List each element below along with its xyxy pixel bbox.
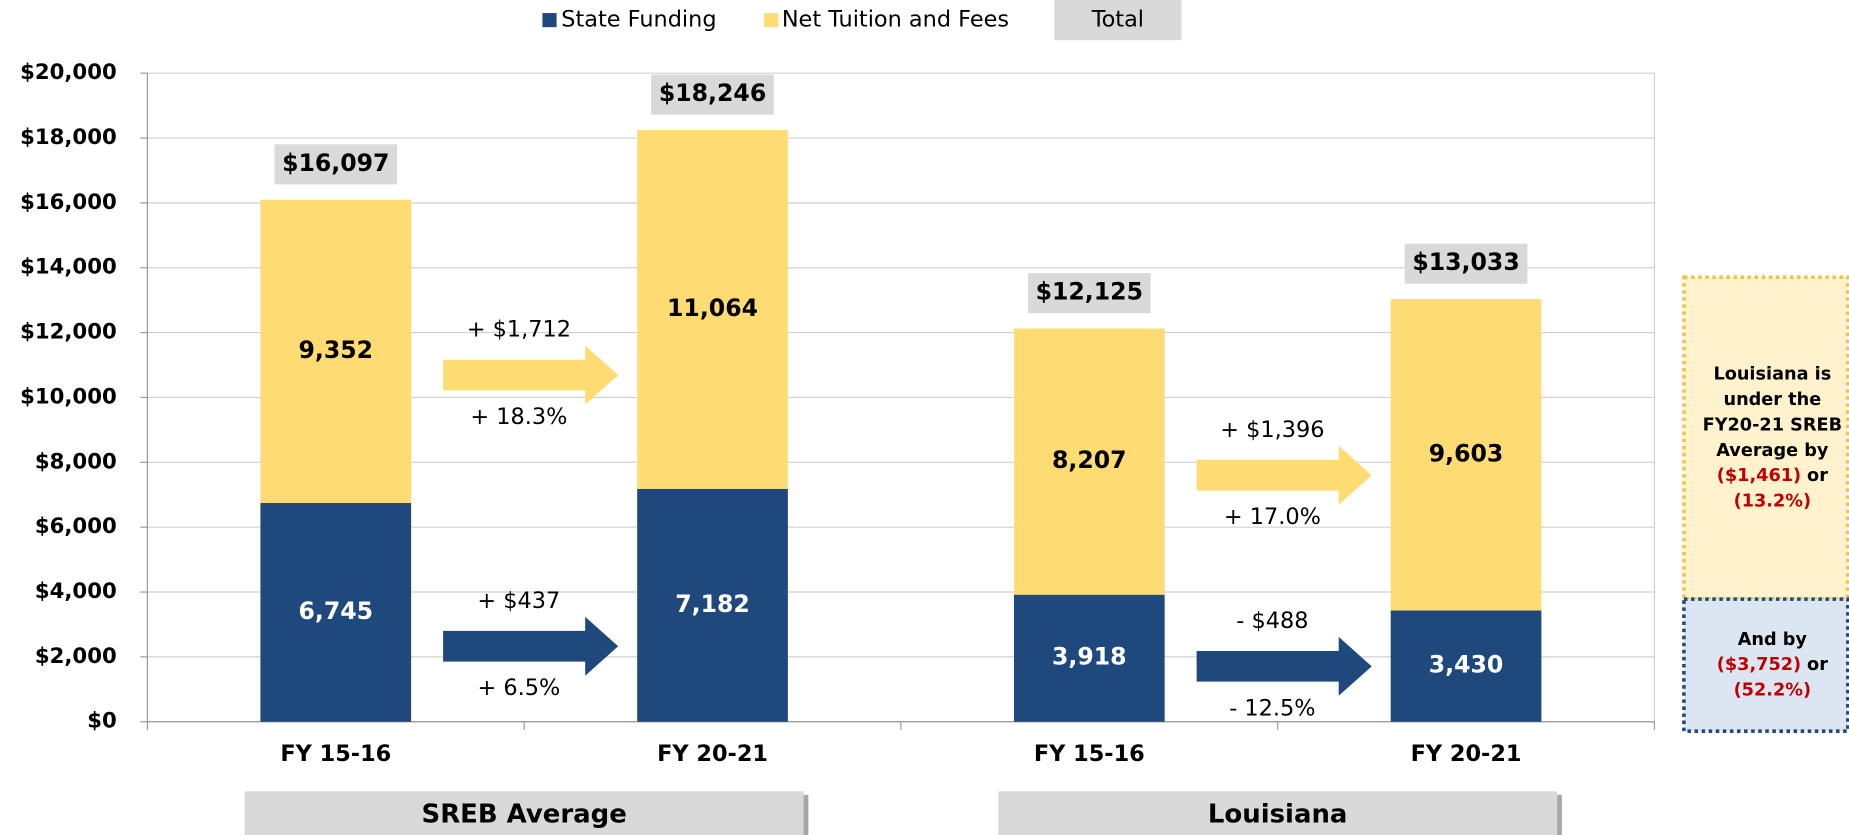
x-tick-label: FY 15-16	[280, 741, 391, 767]
segment-label: 9,352	[298, 336, 373, 364]
x-tick-label: FY 15-16	[1034, 741, 1145, 767]
y-tick-label: $14,000	[20, 255, 117, 280]
bar-segment	[637, 130, 788, 489]
y-tick-label: $6,000	[35, 514, 117, 539]
note-text: Louisiana is	[1713, 365, 1831, 385]
segment-label: 8,207	[1052, 446, 1127, 474]
change-amount: - $488	[1236, 608, 1308, 634]
y-tick-label: $12,000	[20, 320, 117, 345]
x-tick-label: FY 20-21	[1411, 741, 1522, 767]
bar-segment	[637, 488, 788, 722]
change-amount: + $1,712	[467, 317, 571, 343]
change-percent: + 18.3%	[470, 404, 567, 430]
change-amount: + $437	[477, 588, 560, 614]
bar-segment	[260, 199, 412, 504]
segment-label: 7,182	[675, 590, 750, 618]
change-arrow	[1196, 445, 1372, 505]
note-text: FY20-21 SREB	[1703, 415, 1842, 435]
bar-segment	[1390, 299, 1542, 611]
bar-segment	[1013, 594, 1165, 722]
change-amount: + $1,396	[1220, 417, 1324, 443]
segment-label: 3,430	[1429, 651, 1504, 679]
total-box	[274, 144, 398, 185]
total-box	[651, 74, 774, 115]
segment-label: 11,064	[667, 294, 758, 322]
note-amount: ($1,461)	[1717, 466, 1801, 486]
legend-total-box	[1054, 0, 1182, 41]
y-tick-label: $10,000	[20, 384, 117, 409]
group-label: SREB Average	[422, 799, 627, 829]
legend-label: Total	[1091, 7, 1144, 33]
segment-label: 6,745	[298, 597, 373, 625]
group-box	[998, 791, 1558, 835]
note-text: Average by	[1716, 441, 1829, 461]
total-label: $13,033	[1412, 248, 1519, 276]
change-percent: + 6.5%	[477, 675, 560, 701]
change-arrow	[443, 616, 619, 676]
y-tick-label: $0	[87, 709, 117, 734]
note-joiner: or	[1807, 655, 1828, 675]
note-text: ($3,752) or	[1717, 655, 1828, 675]
segment-label: 3,918	[1052, 643, 1127, 671]
group-box	[244, 791, 804, 835]
y-tick-label: $16,000	[20, 190, 117, 215]
note-text: ($1,461) or	[1717, 466, 1828, 486]
note-text: And by	[1738, 630, 1808, 650]
y-tick-label: $18,000	[20, 125, 117, 150]
y-tick-label: $8,000	[35, 449, 117, 474]
legend-label: State Funding	[561, 7, 716, 33]
legend-label: Net Tuition and Fees	[782, 7, 1009, 33]
total-box	[1404, 243, 1528, 284]
legend-swatch	[764, 13, 779, 28]
group-label: Louisiana	[1208, 799, 1348, 829]
change-percent: - 12.5%	[1229, 695, 1315, 721]
change-arrow	[1196, 636, 1372, 696]
bar-segment	[1390, 610, 1542, 722]
note-percent: (52.2%)	[1734, 680, 1811, 700]
segment-label: 9,603	[1429, 439, 1504, 467]
bar-segment	[1013, 328, 1165, 595]
change-arrow	[443, 345, 619, 405]
note-text: under the	[1724, 390, 1822, 410]
y-tick-label: $20,000	[20, 60, 117, 85]
y-tick-label: $2,000	[35, 644, 117, 669]
total-label: $16,097	[282, 149, 389, 177]
total-box	[1027, 273, 1151, 314]
x-tick-label: FY 20-21	[657, 741, 768, 767]
legend-swatch	[542, 13, 557, 28]
note-percent: (13.2%)	[1734, 492, 1811, 512]
note-joiner: or	[1807, 466, 1828, 486]
note-box	[1682, 275, 1849, 601]
bar-segment	[260, 503, 412, 722]
total-label: $12,125	[1036, 278, 1143, 306]
total-label: $18,246	[659, 79, 766, 107]
change-percent: + 17.0%	[1224, 504, 1321, 530]
note-box	[1682, 597, 1849, 733]
y-tick-label: $4,000	[35, 579, 117, 604]
note-amount: ($3,752)	[1717, 655, 1801, 675]
